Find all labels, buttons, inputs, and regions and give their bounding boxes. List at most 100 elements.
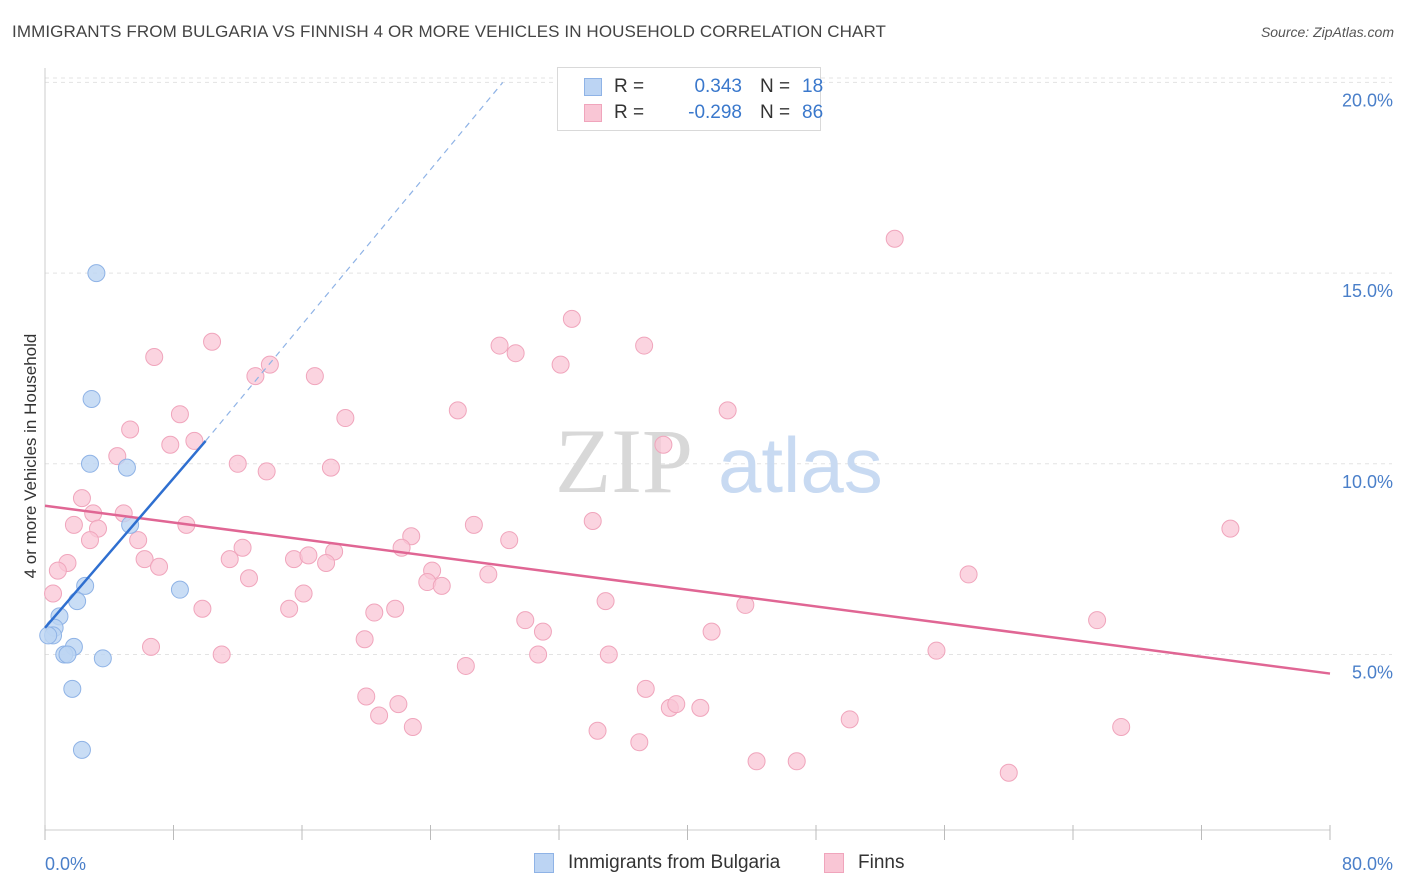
finns-point — [718, 401, 737, 420]
finns-point — [145, 348, 164, 367]
watermark: ZIP atlas — [555, 410, 883, 512]
finns-point — [999, 763, 1018, 782]
finns-point — [654, 435, 673, 454]
x-tick-label: 0.0% — [45, 854, 86, 874]
finns-point — [317, 553, 336, 572]
bulgaria-point — [58, 645, 77, 664]
finns-point — [280, 599, 299, 618]
bulgaria-point — [76, 576, 95, 595]
finns-point — [257, 462, 276, 481]
finns-point — [170, 405, 189, 424]
legend-swatch-bulgaria — [584, 78, 602, 96]
finns-point — [533, 622, 552, 641]
finns-point — [599, 645, 618, 664]
finns-point — [1088, 611, 1107, 630]
finns-point — [516, 611, 535, 630]
grid-lines: 5.0% 10.0% 15.0% 20.0% — [45, 77, 1393, 683]
finns-point — [150, 557, 169, 576]
y-tick-label: 20.0% — [1342, 90, 1393, 110]
bottom-legend-label-bulgaria: Immigrants from Bulgaria — [568, 852, 781, 873]
legend-r-value: -0.298 — [688, 102, 742, 123]
finns-point — [636, 679, 655, 698]
bottom-legend-label-finns: Finns — [858, 852, 905, 873]
chart-title: IMMIGRANTS FROM BULGARIA VS FINNISH 4 OR… — [12, 22, 887, 41]
finns-point — [193, 599, 212, 618]
finns-point — [456, 656, 475, 675]
y-tick-label: 15.0% — [1342, 281, 1393, 301]
finns-point — [588, 721, 607, 740]
finns-point — [228, 454, 247, 473]
finns-point — [203, 332, 222, 351]
correlation-legend: R = 0.343 N = 18 R = -0.298 N = 86 — [557, 67, 824, 131]
legend-r-label: R = — [614, 76, 645, 97]
finns-point — [667, 695, 686, 714]
finns-point — [142, 637, 161, 656]
finns-point — [959, 565, 978, 584]
finns-point — [551, 355, 570, 374]
finns-point — [448, 401, 467, 420]
finns-point — [135, 550, 154, 569]
finns-point — [321, 458, 340, 477]
finns-point — [583, 512, 602, 531]
finns-point — [432, 576, 451, 595]
finns-point — [403, 717, 422, 736]
finns-point — [129, 531, 148, 550]
finns-point — [48, 561, 67, 580]
bulgaria-points — [39, 264, 189, 759]
trend-lines — [44, 82, 1331, 675]
finns-point — [355, 630, 374, 649]
y-tick-label: 5.0% — [1352, 663, 1393, 683]
finns-point — [370, 706, 389, 725]
bulgaria-trend-line — [44, 440, 207, 629]
finns-point — [44, 584, 63, 603]
finns-point — [1221, 519, 1240, 538]
finns-point — [299, 546, 318, 565]
legend-r-value: 0.343 — [694, 76, 742, 97]
finns-point — [294, 584, 313, 603]
finns-point — [220, 550, 239, 569]
bottom-legend-swatch-bulgaria — [534, 853, 554, 873]
finns-point — [885, 229, 904, 248]
bottom-legend-swatch-finns — [824, 853, 844, 873]
y-tick-label: 10.0% — [1342, 472, 1393, 492]
watermark-atlas: atlas — [718, 421, 883, 509]
watermark-zip: ZIP — [555, 410, 693, 512]
bulgaria-point — [117, 458, 136, 477]
legend-n-label: N = — [760, 76, 791, 97]
bulgaria-point — [87, 264, 106, 283]
legend-n-value: 18 — [802, 76, 824, 97]
finns-trend-line — [44, 504, 1331, 675]
finns-point — [691, 698, 710, 717]
bulgaria-point — [39, 626, 58, 645]
bulgaria-point — [93, 649, 112, 668]
finns-point — [630, 733, 649, 752]
finns-point — [747, 752, 766, 771]
source-label: Source: ZipAtlas.com — [1260, 24, 1394, 40]
bulgaria-point — [170, 580, 189, 599]
finns-point — [596, 592, 615, 611]
finns-point — [161, 435, 180, 454]
finns-points — [44, 229, 1240, 782]
finns-point — [233, 538, 252, 557]
bulgaria-trend-extension — [205, 82, 504, 442]
finns-point — [185, 431, 204, 450]
finns-point — [336, 409, 355, 428]
finns-point — [357, 687, 376, 706]
bulgaria-point — [72, 740, 91, 759]
finns-point — [464, 515, 483, 534]
finns-point — [239, 569, 258, 588]
y-axis-title: 4 or more Vehicles in Household — [21, 334, 40, 579]
bulgaria-point — [82, 389, 101, 408]
x-tick-label: 80.0% — [1342, 854, 1393, 874]
finns-point — [562, 309, 581, 328]
legend-swatch-finns — [584, 104, 602, 122]
finns-point — [386, 599, 405, 618]
finns-point — [212, 645, 231, 664]
legend-n-label: N = — [760, 102, 791, 123]
finns-point — [64, 515, 83, 534]
bulgaria-point — [68, 592, 87, 611]
finns-point — [365, 603, 384, 622]
legend-r-label: R = — [614, 102, 645, 123]
finns-point — [121, 420, 140, 439]
